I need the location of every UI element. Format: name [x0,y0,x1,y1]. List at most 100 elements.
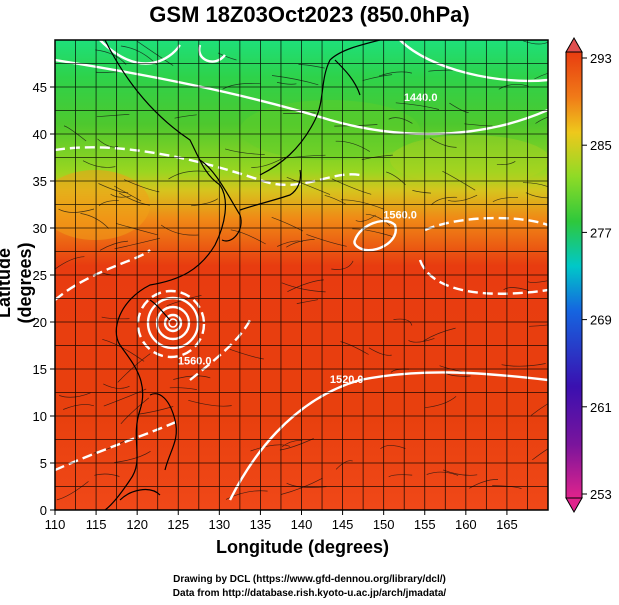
streamline [425,396,457,409]
x-tick-label: 130 [208,517,230,532]
streamline [276,82,297,85]
streamline [429,137,457,148]
streamlines [55,40,548,501]
streamline [55,256,85,270]
y-tick-label: 35 [33,174,47,189]
streamline [286,239,315,248]
streamline [447,194,478,202]
y-tick-label: 30 [33,221,47,236]
streamline [174,114,197,119]
credit-dcl: Drawing by DCL (https://www.gfd-dennou.o… [173,574,446,585]
streamline [498,83,529,90]
x-tick-label: 145 [332,517,354,532]
streamline [251,156,286,168]
y-tick-label: 5 [40,456,47,471]
streamline [395,102,440,110]
streamline [496,161,516,165]
y-tick-label: 20 [33,315,47,330]
streamline [324,194,346,205]
streamline [96,113,130,118]
streamline [279,438,314,451]
streamline [361,154,393,160]
streamline [464,123,493,127]
streamline [449,102,469,114]
streamline [386,171,406,186]
x-tick-label: 115 [86,517,107,532]
contour-label: 1440.0 [404,92,438,104]
x-tick-label: 155 [414,517,436,532]
contour-labels: 1440.0 1560.0 1560.0 1520.0 [178,92,438,386]
streamline [530,403,548,416]
y-tick-label: 15 [33,362,47,377]
streamline [492,196,519,203]
streamline [340,199,384,210]
streamline [271,75,319,86]
streamline [63,404,95,410]
streamline [306,234,347,247]
x-tick-label: 135 [250,517,272,532]
streamline [335,460,353,470]
streamline [331,260,354,270]
streamline [58,208,95,213]
streamline [355,214,376,222]
streamline [225,490,268,500]
x-tick-label: 140 [291,517,313,532]
colorbar-tick-label: 293 [590,51,612,66]
streamline [103,383,130,389]
streamline [298,64,325,69]
typhoon-center [168,318,178,328]
colorbar-top-arrow [565,36,583,53]
y-tick-label: 10 [33,409,47,424]
streamline [525,192,548,199]
streamline [287,279,324,293]
streamline [191,198,219,207]
streamline [59,392,91,398]
map-title: GSM 18Z03Oct2023 (850.0hPa) [149,2,470,27]
streamline [368,347,392,356]
contour-label: 1560.0 [383,210,417,222]
streamline [529,324,548,327]
streamline [426,471,459,476]
colorbar-tick-label: 285 [590,138,612,153]
streamline [388,117,413,124]
streamline [222,83,261,90]
colorbar-tick-label: 261 [590,400,612,415]
streamline [103,388,147,407]
streamline [286,176,331,195]
y-tick-label: 45 [33,80,47,95]
y-tick-label: 25 [33,268,47,283]
streamline [101,316,130,320]
x-tick-label: 110 [45,517,66,532]
height-contours [55,40,548,501]
streamline [296,299,318,304]
streamline [378,71,412,77]
latitude-ticks: 0 5 10 15 20 25 30 35 40 45 [33,80,55,518]
streamline [380,445,406,449]
credit-data-source: Data from http://database.rish.kyoto-u.a… [172,588,447,599]
y-axis-label: Latitude (degrees) [0,242,35,324]
streamline [114,451,151,463]
streamline [362,74,393,81]
colorbar-tick-label: 269 [590,313,612,328]
streamline [442,469,478,476]
streamline [230,229,266,245]
y-tick-label: 40 [33,127,47,142]
x-tick-label: 160 [455,517,477,532]
colorbar: 293 285 277 269 261 253 [565,36,612,514]
longitude-ticks: 110 115 120 125 130 135 140 145 150 155 160 165 [45,510,518,532]
y-tick-label: 0 [40,503,47,518]
contour-label: 1560.0 [178,355,212,367]
x-axis-label: Longitude (degrees) [215,537,389,557]
streamline [281,440,303,448]
streamline [229,348,264,360]
x-tick-label: 120 [126,517,148,532]
streamline [412,190,432,194]
streamline [188,399,232,407]
colorbar-tick-label: 277 [590,225,612,240]
streamline [523,40,548,45]
x-tick-label: 150 [373,517,395,532]
streamline [423,327,456,342]
streamline [352,228,393,237]
x-tick-label: 165 [496,517,518,532]
